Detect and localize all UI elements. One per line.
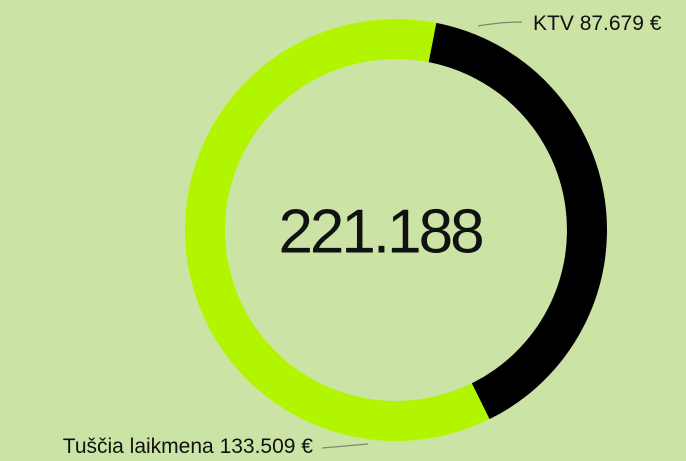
donut-segment: [428, 22, 607, 420]
segment-label: KTV 87.679 €: [533, 12, 662, 35]
value-label: 133.509 €: [220, 435, 314, 458]
segment-label: Tuščia laikmena 133.509 €: [63, 435, 314, 458]
leader-line: [321, 443, 369, 449]
leader-line: [477, 21, 523, 27]
donut-segment: [185, 19, 490, 442]
category-name: Tuščia laikmena: [63, 435, 214, 458]
category-name: KTV: [533, 12, 574, 35]
center-label: 221.188: [278, 197, 482, 266]
value-label: 87.679 €: [580, 12, 662, 35]
